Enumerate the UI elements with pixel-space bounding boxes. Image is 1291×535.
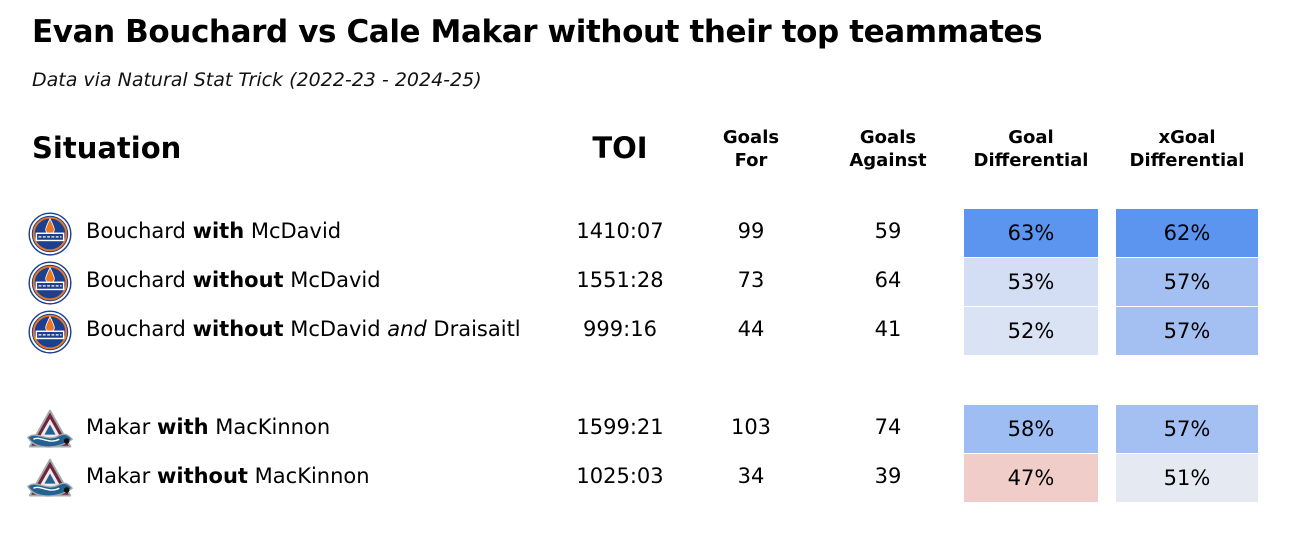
header-toi: TOI — [592, 131, 648, 165]
player-name: Bouchard — [86, 268, 193, 292]
situation-keyword: with — [192, 219, 245, 243]
header-goals-against: Goals Against — [832, 126, 944, 172]
table-row: Makar without MacKinnon 1025:03 34 39 47% 51% — [0, 454, 1291, 502]
header-goals-against-line1: Goals — [859, 127, 917, 148]
xgoal-differential-cell: 57% — [1116, 258, 1258, 306]
header-situation: Situation — [32, 131, 182, 165]
goals-for-value: 99 — [737, 219, 765, 243]
chart-subtitle: Data via Natural Stat Trick (2022-23 - 2… — [32, 69, 482, 91]
goals-for-value: 44 — [737, 317, 765, 341]
toi-value: 1025:03 — [576, 464, 664, 488]
toi-value: 1599:21 — [576, 415, 664, 439]
xgoal-differential-cell: 62% — [1116, 209, 1258, 257]
xgoal-differential-cell: 57% — [1116, 405, 1258, 453]
goals-for-value: 73 — [737, 268, 765, 292]
situation-keyword: without — [156, 464, 248, 488]
header-goal-differential-line1: Goal — [1008, 127, 1054, 148]
toi-value: 999:16 — [583, 317, 657, 341]
teammate-name: MacKinnon — [208, 415, 331, 439]
table-row: Bouchard without McDavid and Draisaitl 99… — [0, 307, 1291, 355]
teammate-name: MacKinnon — [247, 464, 370, 488]
player-name: Makar — [86, 415, 157, 439]
situation-label: Bouchard without McDavid and Draisaitl — [86, 317, 521, 341]
goals-against-value: 59 — [874, 219, 902, 243]
xgoal-differential-cell: 51% — [1116, 454, 1258, 502]
situation-label: Makar without MacKinnon — [86, 464, 370, 488]
chart-title: Evan Bouchard vs Cale Makar without thei… — [32, 14, 1043, 50]
oilers-logo-icon — [26, 211, 74, 257]
goal-differential-cell: 47% — [964, 454, 1098, 502]
table-row: Makar with MacKinnon 1599:21 103 74 58% 57% — [0, 405, 1291, 453]
oilers-logo-icon — [26, 309, 74, 355]
header-goals-for-line1: Goals — [722, 127, 780, 148]
header-goals-for-line2: For — [734, 150, 768, 171]
header-xgoal-differential-line2: Differential — [1129, 150, 1245, 171]
goal-differential-cell: 53% — [964, 258, 1098, 306]
header-goals-against-line2: Against — [849, 150, 927, 171]
xgoal-differential-cell: 57% — [1116, 307, 1258, 355]
situation-label: Makar with MacKinnon — [86, 415, 330, 439]
table-row: Bouchard without McDavid 1551:28 73 64 53% 57… — [0, 258, 1291, 306]
toi-value: 1410:07 — [576, 219, 664, 243]
goals-for-value: 103 — [730, 415, 772, 439]
situation-keyword: without — [192, 317, 284, 341]
situation-label: Bouchard without McDavid — [86, 268, 381, 292]
second-teammate-name: Draisaitl — [433, 317, 521, 341]
player-name: Makar — [86, 464, 157, 488]
goals-for-value: 34 — [737, 464, 765, 488]
header-xgoal-differential-line1: xGoal — [1158, 127, 1216, 148]
avalanche-logo-icon — [26, 456, 74, 500]
goals-against-value: 64 — [874, 268, 902, 292]
teammate-name: McDavid — [283, 317, 381, 341]
oilers-logo-icon — [26, 260, 74, 306]
player-name: Bouchard — [86, 219, 193, 243]
goal-differential-cell: 63% — [964, 209, 1098, 257]
header-goals-for: Goals For — [700, 126, 802, 172]
situation-keyword: without — [192, 268, 284, 292]
header-xgoal-differential: xGoal Differential — [1116, 126, 1258, 172]
header-goal-differential: Goal Differential — [964, 126, 1098, 172]
goal-differential-cell: 58% — [964, 405, 1098, 453]
player-name: Bouchard — [86, 317, 193, 341]
situation-keyword: with — [156, 415, 209, 439]
avalanche-logo-icon — [26, 407, 74, 451]
situation-label: Bouchard with McDavid — [86, 219, 341, 243]
teammate-name: McDavid — [283, 268, 381, 292]
toi-value: 1551:28 — [576, 268, 664, 292]
teammate-name: McDavid — [244, 219, 342, 243]
and-word: and — [380, 317, 434, 341]
goals-against-value: 39 — [874, 464, 902, 488]
header-goal-differential-line2: Differential — [973, 150, 1089, 171]
goals-against-value: 74 — [874, 415, 902, 439]
table-row: Bouchard with McDavid 1410:07 99 59 63% 62% — [0, 209, 1291, 257]
goal-differential-cell: 52% — [964, 307, 1098, 355]
goals-against-value: 41 — [874, 317, 902, 341]
